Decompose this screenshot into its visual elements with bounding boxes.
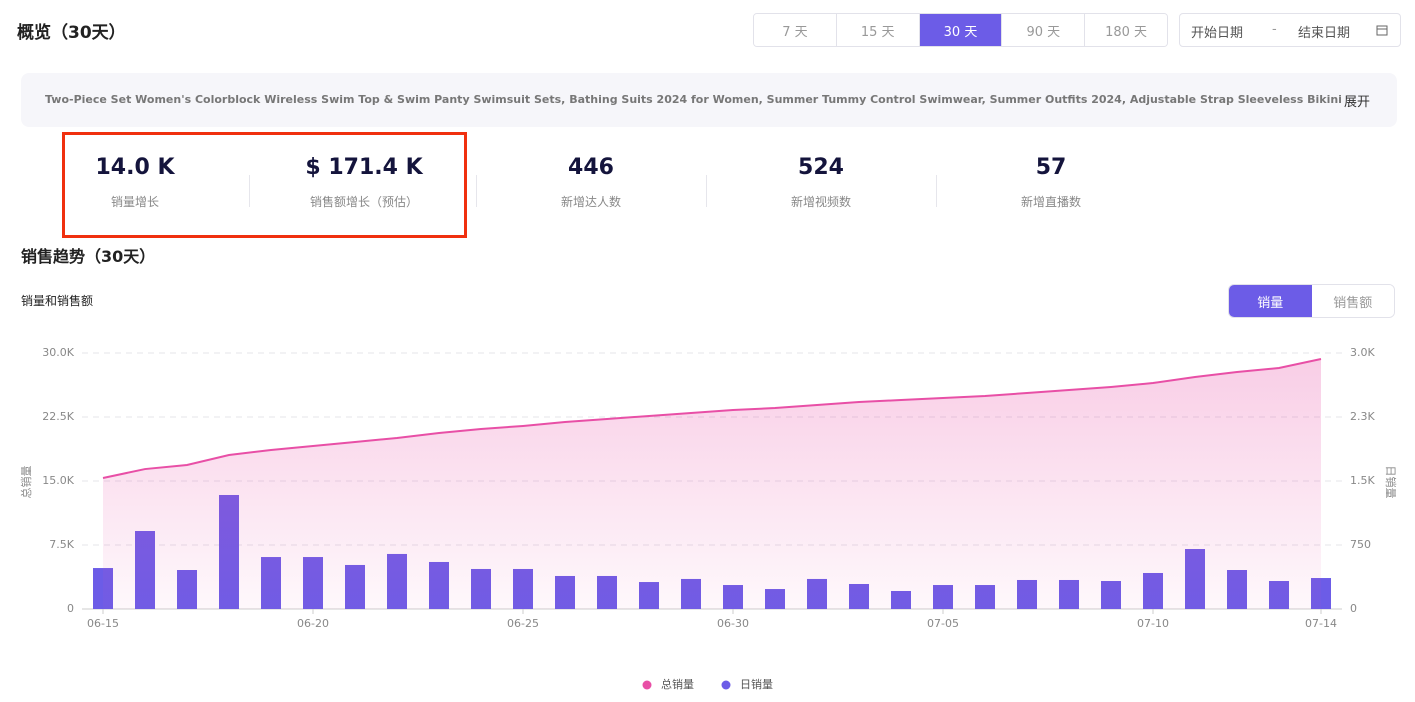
y-tick-label: 22.5K [42, 410, 74, 423]
calendar-icon [1376, 25, 1388, 36]
y-tick-label: 0 [67, 602, 74, 615]
x-tick-label: 06-20 [297, 617, 329, 630]
y-axis-title: 总销量 [19, 466, 33, 499]
product-title: Two-Piece Set Women's Colorblock Wireles… [45, 93, 1343, 106]
date-separator: - [1272, 22, 1277, 37]
y-tick-label: 30.0K [42, 346, 74, 359]
stat-value: 524 [798, 155, 844, 180]
toggle-button[interactable]: 销量 [1229, 285, 1312, 317]
legend-marker [721, 680, 731, 690]
stat-value: $ 171.4 K [305, 155, 423, 180]
x-tick-label: 07-10 [1137, 617, 1169, 630]
chart-title: 销量和销售额 [21, 294, 94, 308]
range-button[interactable]: 30 天 [918, 14, 1002, 46]
toggle-button[interactable]: 销售额 [1311, 285, 1394, 317]
page-title: 概览（30天） [17, 23, 126, 43]
y2-tick-label: 0 [1350, 602, 1357, 615]
stat-label: 新增视频数 [790, 195, 851, 209]
range-group: 7 天 15 天 30 天 90 天 180 天 [753, 13, 1168, 47]
stat-divider [936, 175, 937, 207]
stat-label: 新增直播数 [1020, 195, 1081, 209]
y2-axis-title: 日销量 [1384, 466, 1398, 499]
highlight-box [62, 132, 467, 238]
stat-label: 新增达人数 [560, 195, 621, 209]
y2-tick-label: 750 [1350, 538, 1371, 551]
stat-value: 446 [568, 155, 614, 180]
stat-label: 销售额增长（预估） [309, 195, 418, 209]
y2-tick-label: 1.5K [1350, 474, 1375, 487]
legend-label: 总销量 [661, 677, 694, 691]
stat-label: 销量增长 [110, 195, 159, 209]
stat-value: 14.0 K [95, 155, 175, 180]
x-tick-label: 06-15 [87, 617, 119, 630]
x-tick-label: 07-05 [927, 617, 959, 630]
line [102, 357, 1322, 479]
x-tick-label: 06-25 [507, 617, 539, 630]
stat-divider [476, 175, 477, 207]
product-box: Two-Piece Set Women's Colorblock Wireles… [21, 73, 1397, 127]
range-button[interactable]: 7 天 [754, 14, 836, 46]
stat-divider [249, 175, 250, 207]
expand-button[interactable]: 展开 [1344, 95, 1371, 110]
start-date: 开始日期 [1191, 26, 1244, 41]
range-button[interactable]: 15 天 [835, 14, 919, 46]
range-button[interactable]: 180 天 [1084, 14, 1167, 46]
legend-marker [642, 680, 652, 690]
toggle-group: 销量 销售额 [1228, 284, 1395, 318]
y-tick-label: 15.0K [42, 474, 74, 487]
area [103, 358, 1321, 609]
x-tick-label: 07-14 [1305, 617, 1337, 630]
date-picker[interactable]: 开始日期 - 结束日期 [1179, 13, 1401, 47]
stat-divider [706, 175, 707, 207]
legend-label: 日销量 [740, 677, 773, 691]
stat-value: 57 [1035, 155, 1067, 180]
y2-tick-label: 2.3K [1350, 410, 1375, 423]
end-date: 结束日期 [1298, 26, 1351, 41]
x-tick-label: 06-30 [717, 617, 749, 630]
y-tick-label: 7.5K [49, 538, 74, 551]
section-title: 销售趋势（30天） [21, 247, 156, 266]
y2-tick-label: 3.0K [1350, 346, 1375, 359]
range-button[interactable]: 90 天 [1001, 14, 1085, 46]
